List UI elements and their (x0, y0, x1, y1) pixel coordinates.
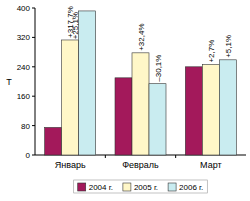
bar (45, 127, 62, 155)
bar (185, 67, 202, 155)
x-tick-label: Январь (55, 160, 86, 170)
x-tick (175, 155, 176, 158)
annotation: +25,1% (71, 12, 80, 39)
y-tick-label: 0 (26, 151, 31, 160)
bar (202, 65, 219, 155)
legend-swatch (123, 183, 131, 191)
y-tick-label: 400 (17, 4, 31, 13)
y-axis (35, 8, 36, 155)
annotation: –30,1% (154, 55, 163, 82)
legend-swatch (168, 183, 176, 191)
bar (79, 11, 96, 155)
legend-label: 2004 г. (89, 183, 113, 192)
y-tick-label: 80 (21, 122, 30, 131)
chart: Т080160240320400+317,7%+25,1%+32,4%–30,1… (0, 0, 250, 201)
legend-label: 2006 г. (179, 183, 203, 192)
x-tick-label: Март (200, 160, 222, 170)
bar (62, 40, 79, 155)
annotation: +32,4% (137, 23, 146, 50)
y-label: Т (6, 77, 12, 87)
bar (219, 60, 236, 155)
legend-label: 2005 г. (134, 183, 158, 192)
legend-swatch (78, 183, 86, 191)
bar (115, 78, 132, 155)
y-tick-label: 240 (17, 63, 31, 72)
bar (149, 84, 166, 155)
annotation: +5,1% (224, 35, 233, 58)
y-tick-label: 160 (17, 92, 31, 101)
y-tick-label: 320 (17, 33, 31, 42)
x-tick-label: Февраль (122, 160, 159, 170)
legend-frame (74, 180, 208, 193)
bar (132, 53, 149, 155)
annotation: +2,7% (207, 40, 216, 63)
x-tick (105, 155, 106, 158)
legend: 2004 г. 2005 г. 2006 г. (74, 180, 208, 193)
